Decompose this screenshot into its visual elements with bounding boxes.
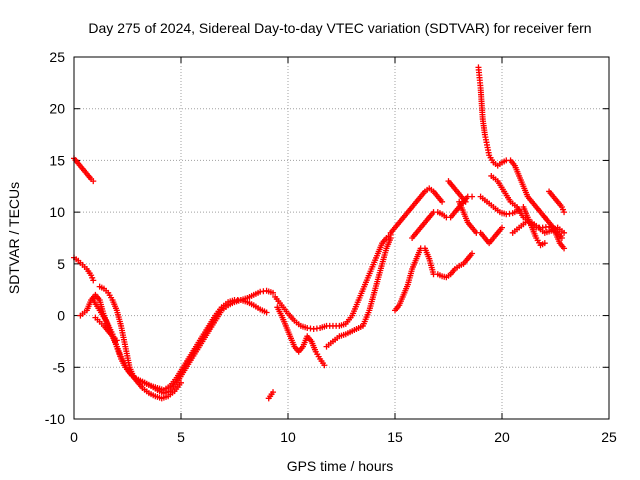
chart-title: Day 275 of 2024, Sidereal Day-to-day VTE… — [88, 20, 591, 36]
series-arc-6 — [92, 314, 120, 344]
data-point — [270, 289, 277, 296]
y-tick-label: 10 — [49, 204, 65, 220]
y-tick-label: 25 — [49, 49, 65, 65]
series-arc-12 — [392, 245, 437, 314]
data-point — [561, 245, 568, 252]
x-tick-label: 20 — [494, 429, 510, 445]
data-point — [263, 309, 270, 316]
data-point — [558, 235, 565, 241]
data-point — [178, 379, 184, 386]
y-tick-label: 0 — [57, 308, 65, 324]
data-point — [462, 198, 469, 205]
data-point — [541, 240, 548, 247]
series-arc-14 — [434, 250, 476, 281]
y-tick-label: 20 — [49, 101, 65, 117]
x-tick-label: 25 — [601, 429, 617, 445]
data-point — [469, 250, 476, 257]
series-arc-4 — [90, 287, 277, 397]
data-point — [90, 178, 97, 185]
y-tick-label: -10 — [45, 411, 65, 427]
series-arc-18 — [477, 193, 523, 218]
y-tick-label: 5 — [57, 256, 65, 272]
plot-frame — [73, 56, 610, 420]
data-point — [387, 235, 394, 241]
series-arc-8 — [272, 231, 394, 333]
data-point — [321, 362, 328, 369]
series-arc-7 — [265, 389, 277, 402]
series-arc-15 — [445, 178, 469, 205]
data-point — [561, 209, 568, 216]
y-tick-label: 15 — [49, 152, 65, 168]
series-arc-2 — [71, 254, 97, 284]
data-point — [113, 337, 120, 344]
series-arc-17 — [475, 64, 548, 221]
data-point — [469, 193, 476, 200]
series-arc-5 — [96, 283, 184, 402]
x-tick-label: 10 — [280, 429, 296, 445]
y-axis-label: SDTVAR / TECUs — [6, 182, 22, 294]
series-arc-1 — [71, 155, 97, 185]
x-tick-label: 15 — [387, 429, 403, 445]
series-arc-10 — [323, 235, 394, 350]
data-point — [499, 224, 505, 231]
data-point — [561, 229, 568, 236]
series-arc-20 — [509, 219, 568, 236]
grid — [74, 57, 609, 419]
data-point — [439, 198, 446, 205]
series-arc-21 — [520, 203, 548, 249]
data-points — [71, 64, 568, 402]
series-arc-9 — [274, 304, 328, 369]
y-tick-label: -5 — [53, 359, 66, 375]
data-point — [270, 389, 277, 396]
series-arc-23 — [546, 188, 568, 216]
axis-ticks: 0 5 10 15 20 25 -10 -5 0 5 10 15 20 25 — [45, 49, 617, 445]
series-arc-3 — [77, 291, 270, 394]
data-point — [90, 277, 97, 284]
x-axis-label: GPS time / hours — [287, 458, 394, 474]
series-arc-16 — [456, 198, 505, 247]
x-tick-label: 0 — [70, 429, 78, 445]
series-arc-11 — [387, 185, 446, 236]
series-arc-24 — [548, 224, 568, 252]
x-tick-label: 5 — [177, 429, 185, 445]
